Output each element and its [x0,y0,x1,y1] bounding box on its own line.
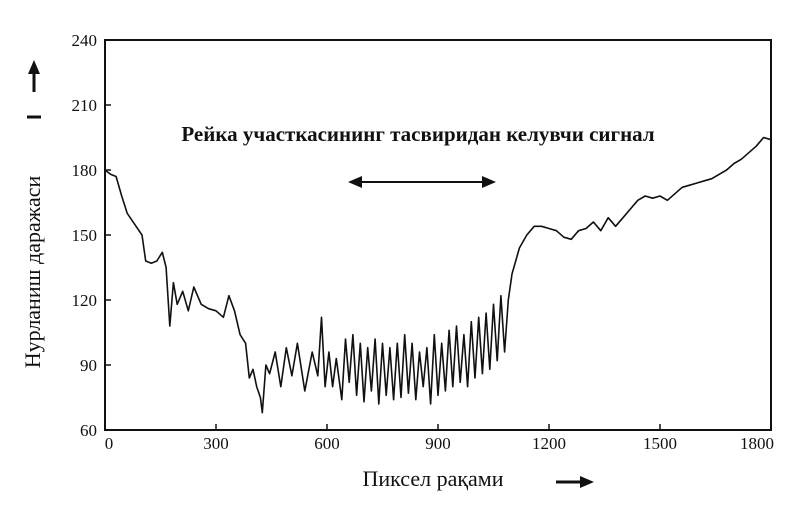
x-axis-label: Пиксел рақами [363,466,504,491]
chart-title: Рейка участкасининг тасвиридан келувчи с… [181,122,655,146]
series-group [104,136,772,414]
x-tick-label: 1500 [643,434,677,453]
x-tick-label: 1800 [740,434,774,453]
arrow-up-icon [27,60,41,119]
y-tick-label: 210 [72,96,98,115]
x-tick-label: 0 [105,434,114,453]
x-tick-label: 1200 [532,434,566,453]
x-tick-label: 600 [314,434,340,453]
x-tick-label: 300 [203,434,229,453]
y-tick-label: 90 [80,356,97,375]
y-axis-label: Нурланиш даражаси [20,176,45,369]
axis-ticks: 0 300 600 900 1200 1500 1800 60 90 120 150 180 210 24… [72,31,775,453]
y-tick-label: 180 [72,161,98,180]
arrow-right-icon [556,476,594,488]
signal-series-line [104,136,772,414]
plot-frame [104,39,772,431]
y-tick-label: 60 [80,421,97,440]
y-tick-label: 120 [72,291,98,310]
y-tick-label: 150 [72,226,98,245]
x-tick-label: 900 [425,434,451,453]
y-tick-label: 240 [72,31,98,50]
double-arrow-icon [348,176,496,188]
